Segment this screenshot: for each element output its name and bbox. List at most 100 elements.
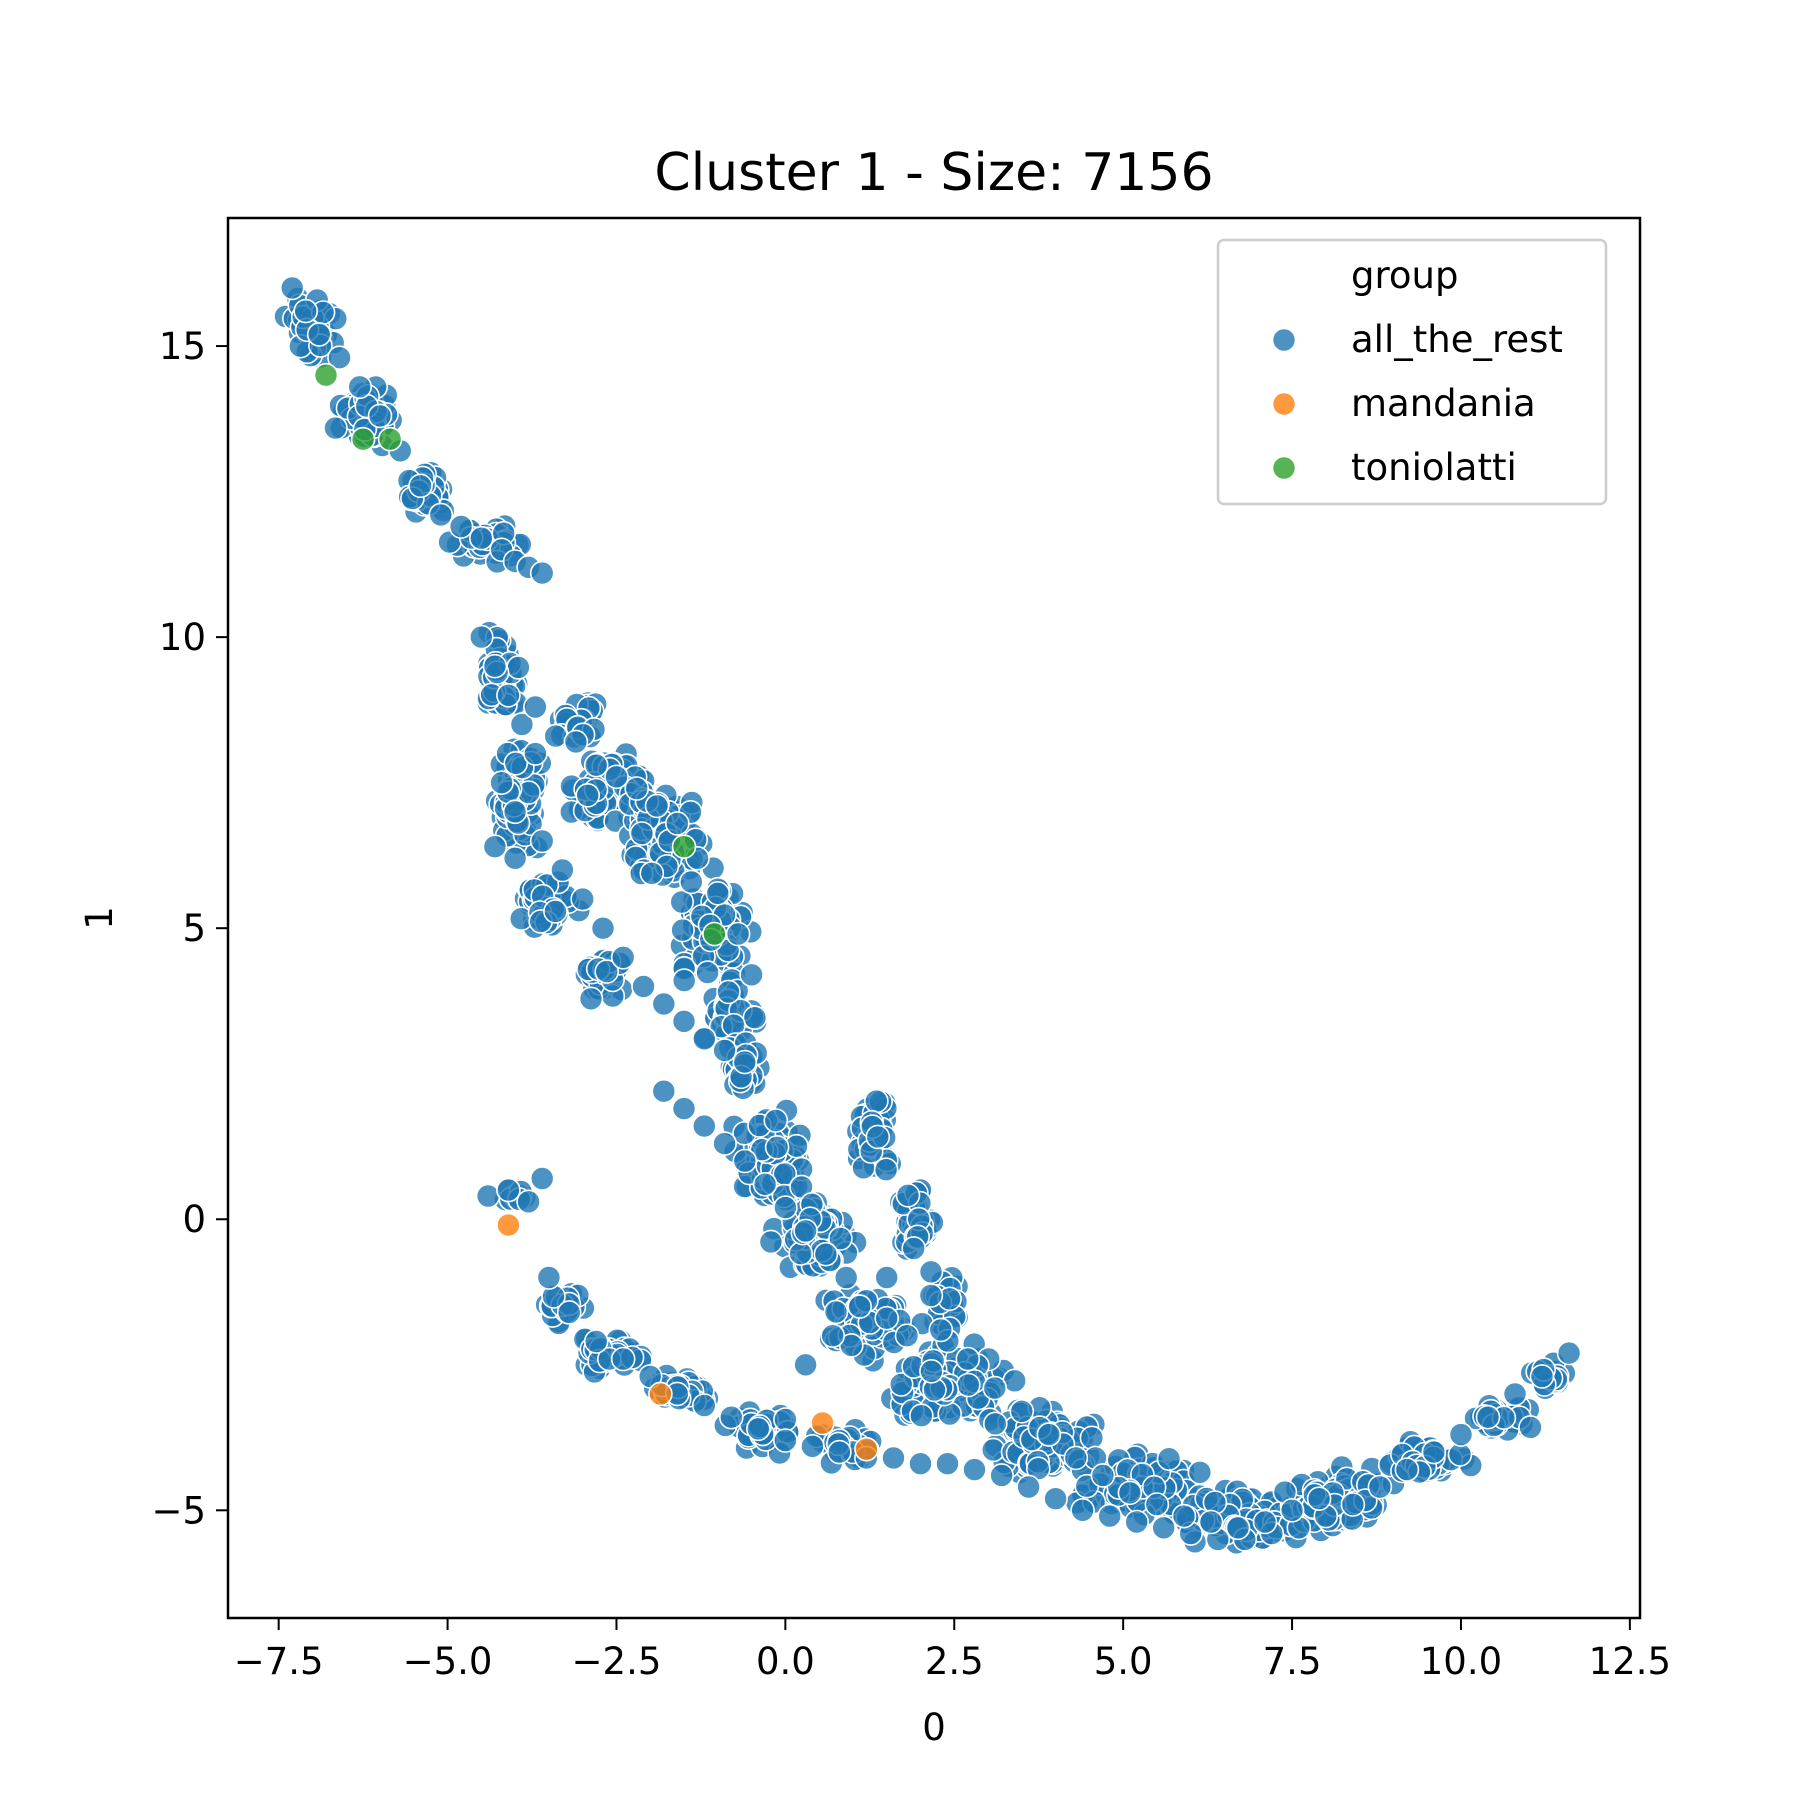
data-point-all-the-rest: [502, 799, 528, 825]
data-point-all-the-rest: [773, 1428, 798, 1453]
data-point-all-the-rest: [1556, 1340, 1582, 1366]
data-point-all-the-rest: [691, 1026, 717, 1052]
data-point-all-the-rest: [631, 974, 656, 999]
data-point-all-the-rest: [1124, 1509, 1149, 1535]
data-point-all-the-rest: [496, 1177, 521, 1203]
data-point-all-the-rest: [691, 1393, 717, 1418]
data-point-all-the-rest: [1187, 1460, 1213, 1485]
axes-frame: [226, 216, 1642, 1620]
legend-label: toniolatti: [1351, 446, 1517, 489]
data-point-all-the-rest: [428, 502, 454, 528]
data-point-all-the-rest: [758, 1229, 784, 1255]
data-point-all-the-rest: [583, 1329, 609, 1354]
data-point-all-the-rest: [550, 857, 575, 883]
data-point-all-the-rest: [1063, 1445, 1089, 1471]
data-point-all-the-rest: [543, 899, 568, 924]
data-point-all-the-rest: [827, 1439, 852, 1465]
data-point-all-the-rest: [644, 793, 670, 819]
x-tick-label: 2.5: [925, 1640, 984, 1683]
y-axis: −5 0 5 10 15: [151, 325, 228, 1532]
data-point-all-the-rest: [1394, 1457, 1420, 1482]
data-point-all-the-rest: [624, 776, 650, 801]
data-point-all-the-rest: [639, 860, 665, 886]
data-point-all-the-rest: [482, 653, 508, 679]
data-point-all-the-rest: [1475, 1404, 1501, 1430]
data-point-all-the-rest: [367, 403, 393, 429]
data-point-all-the-rest: [788, 1241, 814, 1266]
x-tick-label: 5.0: [1094, 1640, 1153, 1683]
data-point-all-the-rest: [629, 821, 655, 846]
data-point-all-the-rest: [982, 1375, 1008, 1401]
data-point-all-the-rest: [793, 1352, 818, 1378]
data-point-all-the-rest: [865, 1124, 891, 1150]
data-point-toniolatti: [350, 426, 376, 452]
data-point-all-the-rest: [590, 915, 616, 941]
data-point-all-the-rest: [651, 1078, 677, 1104]
data-point-all-the-rest: [610, 944, 636, 970]
data-point-all-the-rest: [516, 1189, 541, 1215]
data-point-all-the-rest: [745, 1416, 771, 1442]
data-point-all-the-rest: [529, 828, 555, 854]
data-point-all-the-rest: [1421, 1439, 1447, 1465]
data-point-all-the-rest: [1016, 1474, 1041, 1500]
data-point-all-the-rest: [908, 1451, 933, 1476]
data-point-all-the-rest: [671, 1096, 697, 1121]
data-point-all-the-rest: [678, 869, 704, 895]
x-tick-label: 7.5: [1263, 1640, 1322, 1683]
data-point-all-the-rest: [1070, 1498, 1095, 1523]
data-point-all-the-rest: [347, 374, 373, 400]
data-point-all-the-rest: [523, 694, 548, 720]
data-point-all-the-rest: [323, 415, 348, 441]
x-tick-label: −5.0: [403, 1640, 493, 1683]
data-point-toniolatti: [671, 834, 697, 860]
data-point-all-the-rest: [1079, 1425, 1105, 1451]
data-point-all-the-rest: [725, 921, 751, 947]
data-point-all-the-rest: [833, 1265, 859, 1290]
data-point-all-the-rest: [1009, 1399, 1035, 1424]
data-point-all-the-rest: [695, 960, 720, 985]
y-tick-label: −5: [151, 1489, 206, 1532]
data-point-all-the-rest: [716, 979, 741, 1005]
data-point-all-the-rest: [1502, 1381, 1528, 1407]
data-point-all-the-rest: [874, 1265, 900, 1290]
data-point-mandania: [648, 1381, 673, 1407]
data-point-all-the-rest: [506, 655, 531, 680]
data-point-all-the-rest: [955, 1372, 981, 1398]
data-point-all-the-rest: [489, 770, 514, 796]
data-point-all-the-rest: [670, 917, 695, 943]
legend-label: mandania: [1351, 382, 1536, 425]
data-point-all-the-rest: [482, 834, 508, 860]
data-point-all-the-rest: [894, 1323, 920, 1348]
data-point-all-the-rest: [742, 1005, 768, 1031]
data-point-all-the-rest: [306, 322, 332, 347]
chart-title: Cluster 1 - Size: 7156: [654, 143, 1213, 203]
points-layer: [273, 275, 1582, 1556]
data-point-all-the-rest: [691, 1113, 717, 1139]
data-point-all-the-rest: [823, 1299, 849, 1325]
data-point-toniolatti: [377, 426, 403, 452]
data-point-all-the-rest: [1097, 1503, 1122, 1529]
data-point-all-the-rest: [1151, 1515, 1176, 1541]
data-point-all-the-rest: [800, 1434, 825, 1459]
data-point-all-the-rest: [583, 752, 609, 778]
data-point-all-the-rest: [962, 1457, 987, 1482]
data-point-all-the-rest: [529, 1166, 555, 1191]
data-point-all-the-rest: [918, 1283, 944, 1308]
data-point-all-the-rest: [928, 1317, 954, 1343]
data-point-all-the-rest: [1144, 1492, 1170, 1517]
data-point-all-the-rest: [847, 1294, 873, 1319]
y-tick-label: 5: [182, 907, 206, 950]
data-point-all-the-rest: [955, 1346, 981, 1372]
data-point-all-the-rest: [671, 968, 697, 993]
data-point-all-the-rest: [864, 1088, 889, 1114]
x-tick-label: 0.0: [756, 1640, 815, 1683]
data-point-all-the-rest: [503, 750, 529, 776]
data-point-all-the-rest: [529, 560, 555, 586]
x-tick-label: −2.5: [572, 1640, 662, 1683]
x-tick-label: −7.5: [234, 1640, 324, 1683]
data-point-all-the-rest: [820, 1323, 846, 1348]
legend-box: [1216, 238, 1608, 506]
x-tick-label: 12.5: [1589, 1640, 1671, 1683]
data-point-all-the-rest: [888, 1372, 914, 1397]
